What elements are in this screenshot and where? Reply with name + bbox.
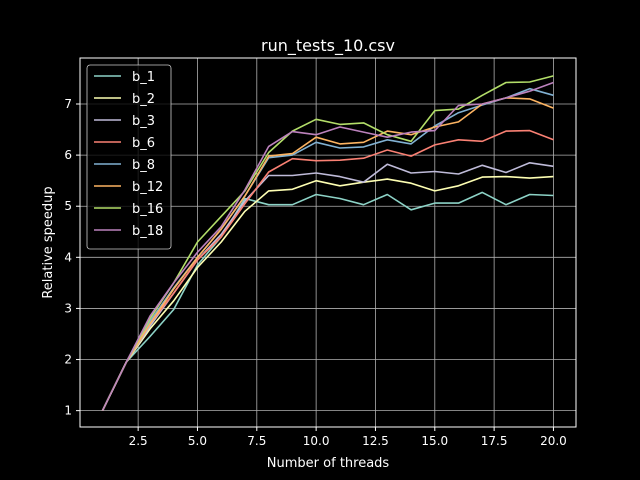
y-tick-label: 6 xyxy=(64,148,72,162)
y-tick-label: 1 xyxy=(64,404,72,418)
y-tick-label: 2 xyxy=(64,353,72,367)
y-tick-label: 5 xyxy=(64,199,72,213)
x-axis-label: Number of threads xyxy=(267,456,390,471)
x-tick-label: 17.5 xyxy=(481,434,508,448)
series-line-b-12 xyxy=(101,97,554,411)
x-tick-label: 2.5 xyxy=(129,434,148,448)
series-line-b-2 xyxy=(101,175,554,411)
x-tick-label: 10.0 xyxy=(303,434,330,448)
legend-label: b_6 xyxy=(132,136,155,151)
chart-title: run_tests_10.csv xyxy=(261,36,395,56)
plot-frame xyxy=(79,57,577,428)
series-line-b-18 xyxy=(101,81,554,411)
x-tick-label: 5.0 xyxy=(188,434,207,448)
series-lines xyxy=(101,75,554,411)
y-tick-label: 7 xyxy=(64,97,72,111)
legend-label: b_8 xyxy=(132,158,155,173)
series-line-b-1 xyxy=(101,191,554,411)
series-line-b-16 xyxy=(101,75,554,411)
y-tick-label: 4 xyxy=(64,250,72,264)
legend-label: b_3 xyxy=(132,114,155,129)
y-axis-label: Relative speedup xyxy=(41,186,56,298)
x-tick-label: 12.5 xyxy=(362,434,389,448)
legend-box xyxy=(86,64,172,250)
legend: b_1 b_2 b_3 b_6 b_8 b_12 b_16 b_18 xyxy=(86,64,172,250)
ticks: 2.5 5.0 7.5 10.0 12.5 15.0 17.5 20.0 1 2 3 4 5 6 7 xyxy=(64,97,566,448)
legend-label: b_16 xyxy=(132,202,163,217)
series-line-b-6 xyxy=(101,129,554,411)
x-tick-label: 20.0 xyxy=(540,434,567,448)
y-tick-label: 3 xyxy=(64,301,72,315)
legend-label: b_2 xyxy=(132,92,155,107)
legend-label: b_18 xyxy=(132,224,163,239)
grid xyxy=(80,58,576,427)
x-tick-label: 15.0 xyxy=(421,434,448,448)
legend-label: b_1 xyxy=(132,70,155,85)
x-tick-label: 7.5 xyxy=(247,434,266,448)
legend-label: b_12 xyxy=(132,180,163,195)
